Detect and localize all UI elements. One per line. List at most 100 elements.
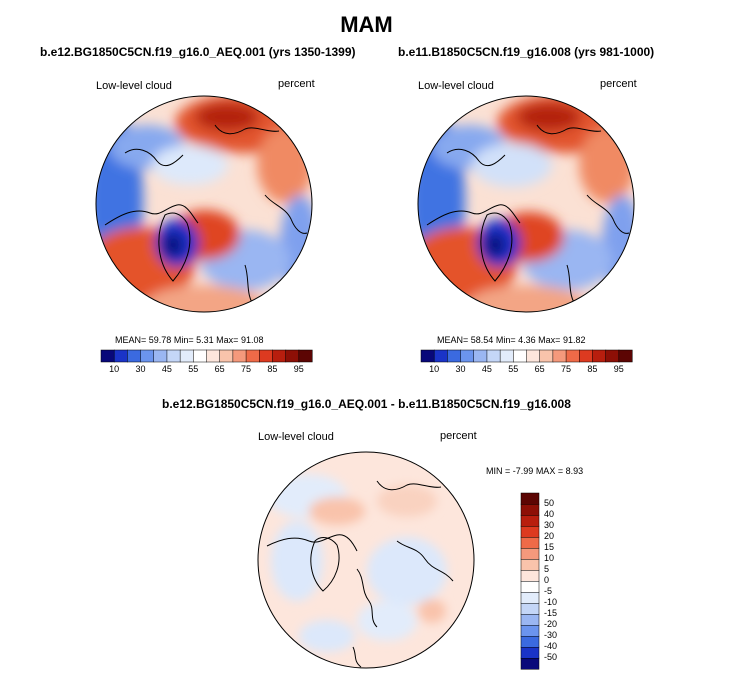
- panel2-field-south-pink: [467, 285, 587, 312]
- panel2-field-central-pale: [472, 143, 552, 187]
- panel2-min-value: 4.36: [518, 335, 536, 345]
- panel3-colorbar-box: [520, 591, 540, 604]
- panel2-max-value: 91.82: [562, 335, 586, 345]
- panel3-colorbar-box: [520, 525, 540, 538]
- panel1-field-central-pale: [152, 145, 228, 185]
- panel1-colorbar-box: [232, 349, 247, 363]
- panel2-units-label: percent: [600, 78, 637, 90]
- panel1-colorbar-tick-label: 65: [214, 364, 225, 374]
- panel1-colorbar-box: [100, 349, 115, 363]
- panel2-colorbar-box: [433, 349, 448, 363]
- panel3-colorbar-tick-label: -50: [544, 652, 558, 662]
- panel3-colorbar-tick-label: 50: [544, 498, 555, 508]
- panel1-colorbar-tick-label: 55: [188, 364, 199, 374]
- panel3-colorbar-tick-label: -5: [544, 586, 553, 596]
- panel1-colorbar: [100, 349, 313, 363]
- panel1-stats: MEAN= 59.78 Min= 5.31 Max= 91.08: [115, 335, 263, 345]
- panel3-field-ne-pink: [377, 485, 437, 517]
- panel2-colorbar-box: [513, 349, 528, 363]
- panel3-colorbar-tick-label: 15: [544, 542, 555, 552]
- panel3-colorbar-box: [520, 624, 540, 637]
- panel2-colorbar-tick-label: 45: [481, 364, 492, 374]
- panel3-min-value: -7.99: [512, 466, 534, 476]
- panel2-mean-value: 58.54: [470, 335, 494, 345]
- panel3-colorbar-box: [520, 492, 540, 505]
- panel3-stats: MIN = -7.99 MAX = 8.93: [486, 466, 583, 476]
- panel1-colorbar-tick-label: 75: [241, 364, 252, 374]
- panel1-min-value: 5.31: [196, 335, 214, 345]
- panel1-colorbar-box: [193, 349, 208, 363]
- panel2-field-north-dark: [517, 103, 581, 131]
- panel2-colorbar-box: [447, 349, 462, 363]
- panel3-colorbar-tick-label: 20: [544, 531, 555, 541]
- panel3-colorbar-tick-label: 0: [544, 575, 550, 585]
- panel1-colorbar-tick-label: 85: [267, 364, 278, 374]
- panel2-polar-map: [417, 95, 635, 313]
- panel2-colorbar-box: [473, 349, 488, 363]
- panel1-polar-map: [95, 95, 313, 313]
- panel3-colorbar-tick-label: 5: [544, 564, 550, 574]
- panel3-field-south-blue: [357, 601, 417, 641]
- panel3-colorbar-box: [520, 580, 540, 593]
- panel3-colorbar-box: [520, 635, 540, 648]
- panel3-colorbar-box: [520, 613, 540, 626]
- panel2-colorbar-box: [526, 349, 541, 363]
- panel3-colorbar-box: [520, 569, 540, 582]
- panel2-variable-label: Low-level cloud: [418, 80, 494, 92]
- panel1-units-label: percent: [278, 78, 315, 90]
- panel1-colorbar-box: [113, 349, 128, 363]
- panel2-colorbar-box: [605, 349, 620, 363]
- panel3-colorbar-tick-label: -20: [544, 619, 558, 629]
- panel3-field-north-pink: [309, 497, 365, 525]
- panel2-colorbar-tick-label: 85: [587, 364, 598, 374]
- panel2-colorbar-box: [499, 349, 514, 363]
- panel3-colorbar-tick-label: 10: [544, 553, 555, 563]
- panel1-colorbar-box: [219, 349, 234, 363]
- panel3-units-label: percent: [440, 430, 477, 442]
- panel3-field-sw-blue: [299, 620, 355, 652]
- panel3-colorbar-box: [520, 558, 540, 571]
- panel1-colorbar-box: [298, 349, 313, 363]
- panel1-colorbar-box: [166, 349, 181, 363]
- panel1-colorbar-tick-label: 45: [161, 364, 172, 374]
- panel2-map-border: [417, 95, 635, 313]
- panel1-colorbar-box: [206, 349, 221, 363]
- panel3-field-west-blue: [271, 521, 323, 601]
- panel3-colorbar-box: [520, 547, 540, 560]
- panel2-colorbar-tick-label: 55: [508, 364, 519, 374]
- panel1-field-greenland-dark: [163, 233, 183, 257]
- panel2-coastlines: [426, 124, 630, 308]
- panel1-colorbar-box: [127, 349, 142, 363]
- panel3-colorbar: [520, 492, 540, 670]
- panel2-colorbar-tick-label: 65: [534, 364, 545, 374]
- panel2-stats: MEAN= 58.54 Min= 4.36 Max= 91.82: [437, 335, 585, 345]
- panel1-max-label: Max=: [216, 335, 239, 345]
- panel3-colorbar-ticks: 50 40 30 20 15 10 5 0 -5 -10 -15 -20 -30 -40 -50: [544, 493, 574, 669]
- panel1-title: b.e12.BG1850C5CN.f19_g16.0_AEQ.001 (yrs …: [40, 45, 356, 59]
- panel3-colorbar-box: [520, 646, 540, 659]
- panel2-max-label: Max=: [538, 335, 561, 345]
- panel1-min-label: Min=: [173, 335, 194, 345]
- panel1-field-south-pink: [145, 285, 265, 312]
- panel3-colorbar-tick-label: -10: [544, 597, 558, 607]
- panel1-colorbar-box: [285, 349, 300, 363]
- panel1-colorbar-box: [245, 349, 260, 363]
- panel3-colorbar-tick-label: 40: [544, 509, 555, 519]
- panel1-field-east-blue: [280, 195, 312, 295]
- panel2-colorbar-box: [618, 349, 633, 363]
- panel2-colorbar-tick-label: 95: [613, 364, 624, 374]
- panel2-title: b.e11.B1850C5CN.f19_g16.008 (yrs 981-100…: [398, 45, 655, 59]
- panel3-colorbar-tick-label: -30: [544, 630, 558, 640]
- panel3-field-east-blue: [367, 537, 447, 605]
- panel1-field-north-dark: [195, 103, 259, 131]
- panel2-colorbar-box: [460, 349, 475, 363]
- panel3-colorbar-box: [520, 602, 540, 615]
- panel2-colorbar: [420, 349, 633, 363]
- panel3-map-border: [257, 451, 475, 669]
- panel2-colorbar-tick-label: 75: [561, 364, 572, 374]
- panel3-colorbar-box: [520, 503, 540, 516]
- panel1-colorbar-tick-label: 30: [135, 364, 146, 374]
- panel2-min-label: Min=: [495, 335, 516, 345]
- panel1-map-border: [95, 95, 313, 313]
- panel1-colorbar-box: [140, 349, 155, 363]
